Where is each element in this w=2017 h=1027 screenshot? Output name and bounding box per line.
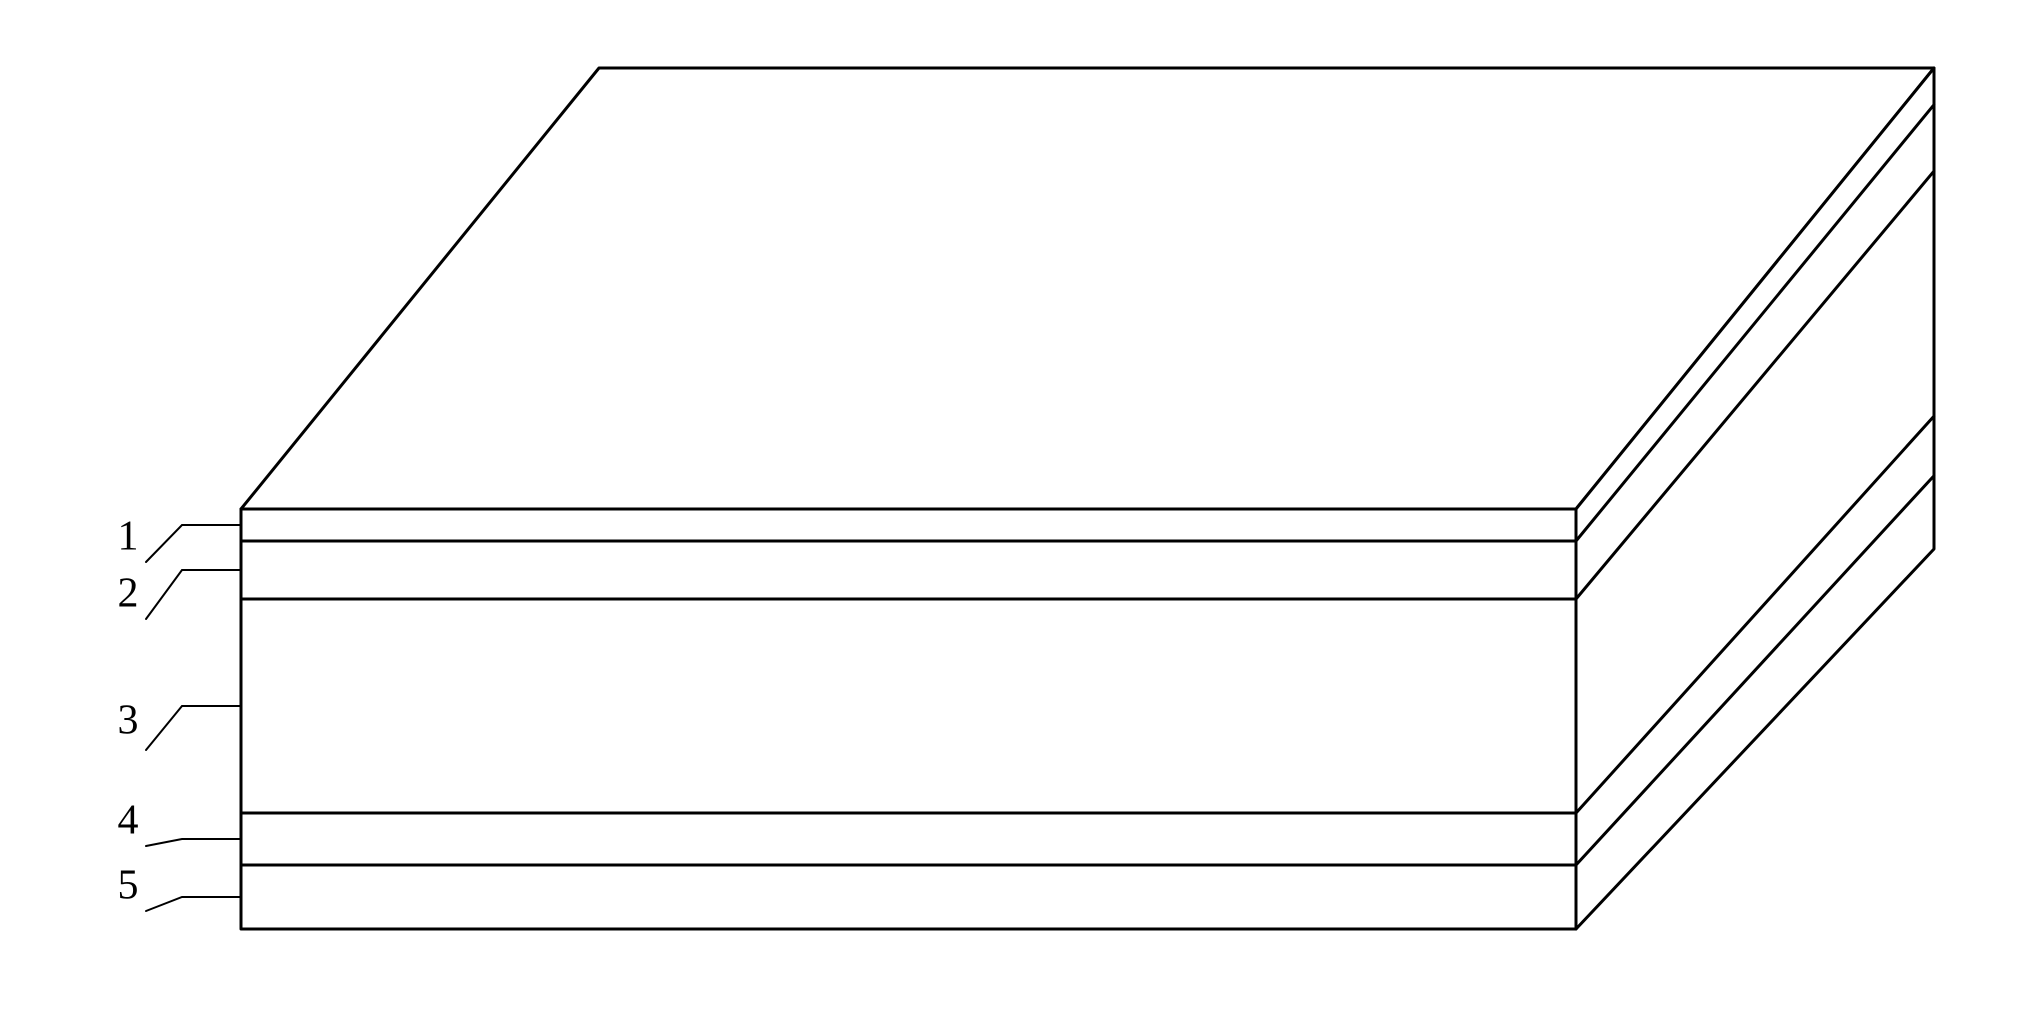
layer-leader-2 bbox=[146, 570, 240, 619]
layer-leader-1 bbox=[146, 525, 240, 562]
layer-label-1: 1 bbox=[118, 514, 139, 560]
layer-leader-5 bbox=[146, 897, 240, 911]
layer-label-2: 2 bbox=[118, 571, 139, 617]
layer-label-3: 3 bbox=[118, 698, 139, 744]
layered-slab-diagram: 1 2 3 4 5 bbox=[0, 0, 2017, 1022]
layer-label-5: 5 bbox=[118, 863, 139, 909]
layer-leader-3 bbox=[146, 706, 240, 750]
layer-label-4: 4 bbox=[118, 798, 139, 844]
layer-leader-4 bbox=[146, 839, 240, 846]
